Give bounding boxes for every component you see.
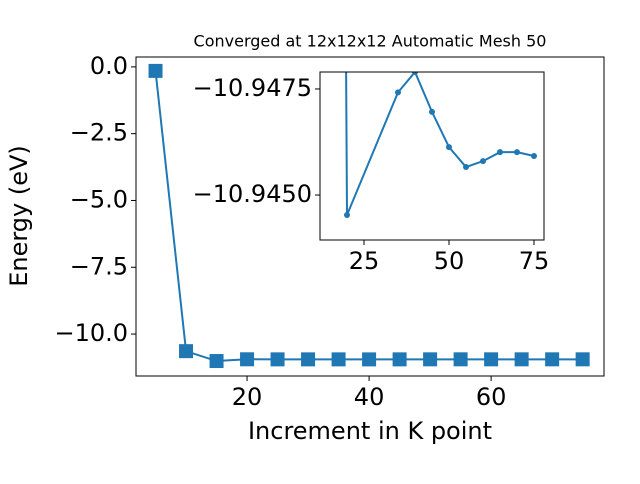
marker [514,149,521,156]
axes-frame [319,71,545,241]
marker [429,108,435,115]
x-tick-label: 20 [232,383,263,411]
marker [179,344,194,359]
y-tick-label: −2.5 [70,119,128,147]
series-group [343,72,538,218]
x-tick-label: 50 [434,247,465,275]
marker [575,352,590,367]
marker [531,153,538,159]
marker [484,352,499,367]
y-tick-label: 0.0 [90,52,128,80]
marker [209,354,224,369]
marker [343,211,350,218]
marker [412,72,418,75]
marker [423,352,438,367]
marker [463,164,470,171]
marker [301,352,316,367]
y-axis-label: Energy (eV) [5,145,33,287]
y-tick-label: −7.5 [70,252,128,280]
x-tick-label: 60 [476,383,507,411]
plot-area [320,72,544,240]
chart-title: Converged at 12x12x12 Automatic Mesh 50 [194,32,547,51]
marker [392,352,407,367]
marker [331,352,346,367]
x-tick-label: 75 [519,247,550,275]
marker [514,352,529,367]
marker [497,149,504,156]
y-tick-label: −10.9475 [193,74,312,102]
series-group [148,63,590,369]
marker [148,63,163,78]
y-tick-label: −5.0 [70,185,128,213]
x-tick-label: 40 [354,383,385,411]
marker [480,158,487,165]
axes-frame [135,56,605,377]
marker [362,352,377,367]
y-tick-label: −10.0 [54,319,128,347]
x-tick-label: 25 [349,247,380,275]
marker [446,144,453,151]
marker [545,352,560,367]
marker [270,352,285,367]
marker [453,352,468,367]
marker [240,352,255,367]
marker [394,89,401,96]
x-axis-label: Increment in K point [248,417,492,445]
y-tick-label: −10.9450 [193,180,312,208]
